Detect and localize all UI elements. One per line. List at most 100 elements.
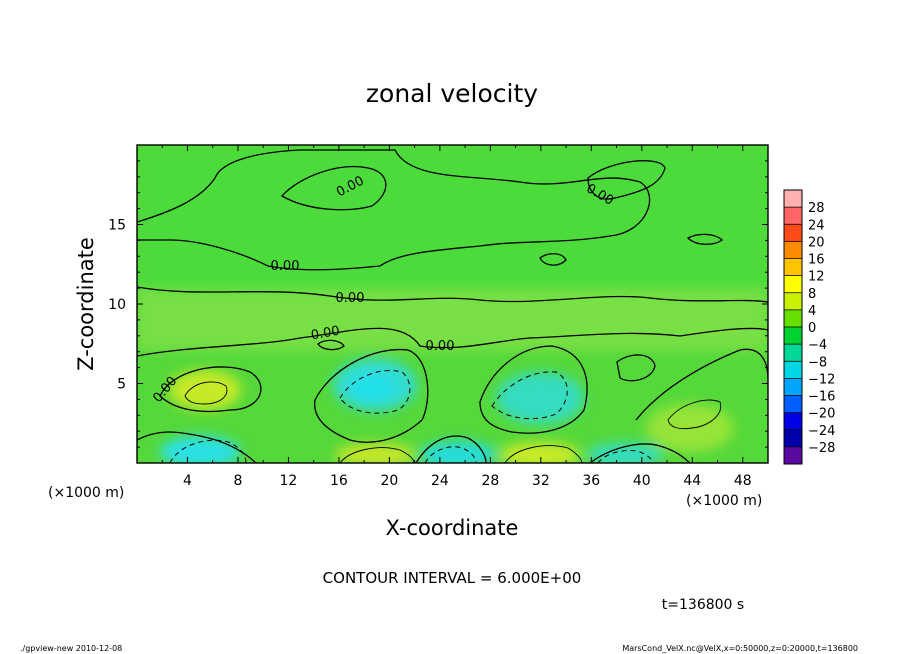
x-tick-label: 32 [532, 473, 550, 489]
colorbar-swatch [784, 207, 802, 225]
y-unit-note: (×1000 m) [686, 493, 762, 509]
colorbar-label: 28 [808, 201, 825, 216]
contour-line [415, 435, 487, 463]
plot-area: 0.00 0.000.000.000.000.000.00 [137, 145, 768, 463]
x-tick-label: 24 [431, 473, 449, 489]
contour-interval-text: CONTOUR INTERVAL = 6.000E+00 [323, 569, 582, 587]
x-tick-label: 4 [183, 473, 192, 489]
cold-region-bottom-right [587, 443, 663, 463]
warm-region-left [169, 370, 241, 410]
colorbar-label: −8 [808, 355, 827, 370]
y-tick-label: 5 [117, 377, 126, 393]
contour-line [491, 371, 568, 420]
cold-region-center-core [350, 373, 394, 401]
colorbar-swatch [784, 327, 802, 345]
contour-line [137, 149, 651, 271]
cold-region-bottom-left [160, 436, 240, 463]
upper-region-shade [137, 145, 768, 290]
colorbar-swatch [784, 190, 802, 208]
contour-line [589, 443, 691, 463]
cold-region-right [496, 372, 584, 424]
colorbar-label: 4 [808, 304, 816, 319]
colorbar-label: −28 [808, 441, 835, 456]
x-tick-label: 16 [330, 473, 348, 489]
x-tick-label: 44 [683, 473, 701, 489]
x-tick-label: 36 [582, 473, 600, 489]
colorbar-label: −16 [808, 390, 835, 405]
negative-contours [169, 370, 653, 463]
contour-line [339, 447, 415, 463]
colorbar-label: 20 [808, 235, 825, 250]
x-tick-label: 8 [233, 473, 242, 489]
colorbar-swatch [784, 395, 802, 413]
contour-line [280, 166, 387, 211]
colorbar-label: −24 [808, 424, 835, 439]
y-tick-label: 15 [108, 218, 126, 234]
x-tick-label: 48 [734, 473, 752, 489]
contour-line [539, 253, 567, 266]
contour-line [184, 381, 228, 405]
contour-line [635, 348, 768, 421]
colorbar-swatch [784, 361, 802, 379]
colorbar-swatch [784, 429, 802, 448]
cold-region-bottom-mid [420, 441, 496, 463]
contour-line [137, 327, 768, 357]
contour-line [504, 445, 583, 463]
x-tick-label: 40 [633, 473, 651, 489]
positive-contours [184, 381, 722, 463]
colorbar-swatch [784, 446, 802, 465]
warm-region-bottom-mid [335, 443, 415, 463]
contour-label: 0.00 [310, 324, 341, 344]
contour-line [169, 439, 247, 463]
x-axis-ticks: 4 8 12 16 20 24 28 32 36 40 44 48 [161, 145, 752, 489]
contour-line [137, 286, 768, 303]
contour-line [159, 366, 262, 413]
contour-line [424, 446, 477, 463]
colorbar-label: 16 [808, 253, 825, 268]
contour-line [479, 345, 588, 434]
warm-region-bottom-right [500, 442, 580, 463]
colorbar-swatch [784, 292, 802, 311]
colorbar-swatch [784, 378, 802, 396]
colorbar-swatch [784, 258, 802, 276]
contour-lines [137, 149, 768, 463]
colorbar-swatch [784, 309, 802, 328]
contour-line [667, 399, 722, 430]
contour-line [314, 348, 429, 443]
contour-line [686, 233, 723, 245]
colorbar: 28 24 20 16 12 8 4 0 −4 −8 −12 −16 −20 −24 −28 [783, 189, 835, 465]
x-axis-label: X-coordinate [386, 516, 519, 540]
x-unit-note: (×1000 m) [48, 485, 124, 501]
colorbar-label: −12 [808, 372, 835, 387]
contour-label: 0.00 [271, 259, 300, 274]
footer-right: MarsCond_VelX.nc@VelX,x=0:50000,z=0:2000… [622, 644, 858, 653]
colorbar-label: −20 [808, 407, 835, 422]
y-axis-label: Z-coordinate [74, 237, 98, 371]
colorbar-swatch [784, 412, 802, 431]
colorbar-swatch [784, 224, 802, 242]
contour-label: 0.00 [336, 291, 365, 306]
contour-line [597, 449, 653, 463]
y-tick-label: 10 [108, 297, 126, 313]
x-tick-label: 28 [481, 473, 499, 489]
contour-line [137, 431, 257, 463]
contour-label: 0.00 [426, 339, 455, 354]
colorbar-label: 24 [808, 218, 825, 233]
colorbar-label: 8 [808, 287, 816, 302]
colorbar-swatch [784, 241, 802, 259]
contour-line [339, 370, 411, 414]
contour-line [317, 339, 345, 351]
colorbar-label: 12 [808, 270, 825, 285]
colorbar-swatch [784, 344, 802, 362]
contour-line [616, 354, 656, 382]
colorbar-swatch [784, 275, 802, 294]
colorbar-label: −4 [808, 338, 827, 353]
time-text: t=136800 s [662, 597, 744, 613]
chart-title: zonal velocity [366, 79, 538, 108]
footer-left: ./gpview-new 2010-12-08 [20, 644, 122, 653]
contour-line [587, 160, 666, 200]
y-axis-ticks: 5 10 15 [108, 160, 768, 448]
colorbar-label: 0 [808, 321, 816, 336]
x-tick-label: 20 [380, 473, 398, 489]
mid-band-shade [137, 290, 768, 350]
